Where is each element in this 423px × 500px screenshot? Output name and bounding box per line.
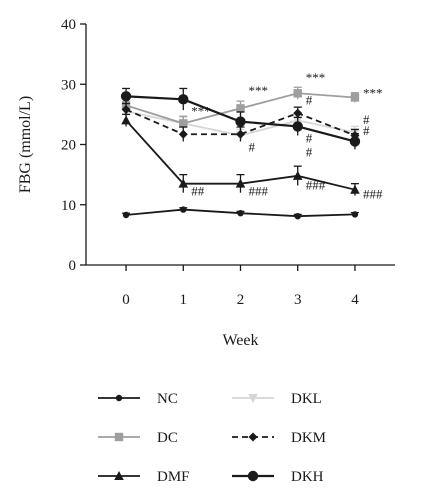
significance-label: # [306,93,313,108]
data-point-dmf [121,115,131,125]
y-tick-label: 30 [61,77,76,93]
data-point-dkh [349,136,361,147]
data-point-dmf [178,178,189,188]
significance-label: ### [306,178,326,193]
legend: NC DKL DC DKM DMF DKH [98,391,326,485]
significance-label: *** [306,70,326,85]
data-point-dc [293,89,302,98]
data-point-dkm [236,129,245,139]
legend-marker-dkm [248,432,258,442]
legend-item-dkl: DKL [232,391,322,407]
significance-label: # [249,140,256,155]
data-point-dc [179,119,188,128]
x-tick-label: 4 [351,292,359,308]
data-point-dkm [121,105,131,115]
significance-label: # [306,131,313,146]
x-tick-label: 3 [294,292,302,308]
legend-marker-dmf [114,471,124,480]
legend-marker-dc [114,432,124,442]
significance-label: *** [363,86,383,101]
significance-label: # [363,123,370,138]
y-tick-label: 0 [69,258,77,274]
data-point-nc [122,211,130,219]
legend-item-dc: DC [98,430,178,446]
data-point-dc [350,93,360,102]
significance-label: # [363,112,370,127]
data-point-dkh [178,94,189,105]
series-dkh [120,87,361,150]
x-axis-title: Week [222,332,258,349]
legend-item-dkm: DKM [232,430,326,446]
legend-item-nc: NC [98,391,178,407]
legend-label-dkm: DKM [291,430,326,446]
legend-item-dkh: DKH [232,469,324,485]
x-axis: 0 1 2 3 4 [86,264,395,308]
significance-label: *** [249,83,269,98]
x-tick-label: 0 [122,292,130,308]
data-point-dc [236,104,245,113]
y-tick-label: 10 [61,198,76,214]
y-axis: 0 10 20 30 40 [61,17,87,274]
legend-label-dkl: DKL [291,391,322,407]
y-tick-label: 20 [61,138,76,154]
data-point-nc [294,212,301,220]
legend-label-dkh: DKH [291,469,324,485]
data-point-dmf [235,178,246,188]
significance-label: ## [191,184,205,199]
data-point-dkm [293,108,303,118]
data-point-nc [237,209,244,217]
series-line-dkm [125,108,356,137]
data-point-nc [351,211,359,218]
x-tick-label: 2 [237,292,245,308]
significance-label: ### [249,184,269,199]
data-point-dmf [292,170,303,180]
legend-marker-nc [115,394,123,402]
legend-marker-dkl [248,394,258,403]
significance-label: *** [191,104,211,119]
significance-label: ### [363,187,383,202]
legend-marker-dkh [247,470,259,482]
legend-label-nc: NC [157,391,178,407]
plot-series [120,86,361,220]
data-point-dmf [350,184,360,194]
data-point-dkh [235,116,246,127]
y-axis-title: FBG (mmol/L) [17,96,34,193]
legend-label-dc: DC [157,430,178,446]
y-tick-label: 40 [61,17,76,33]
data-point-nc [180,206,187,213]
data-point-dkh [292,121,303,132]
x-tick-label: 1 [180,292,188,308]
legend-item-dmf: DMF [98,469,190,485]
series-nc [122,206,359,220]
significance-label: # [306,145,313,160]
legend-label-dmf: DMF [157,469,190,485]
significance-annotations: ************######## ### ###### [191,70,383,202]
data-point-dkm [178,129,188,139]
data-point-dkh [120,91,132,102]
series-dmf [121,113,360,196]
